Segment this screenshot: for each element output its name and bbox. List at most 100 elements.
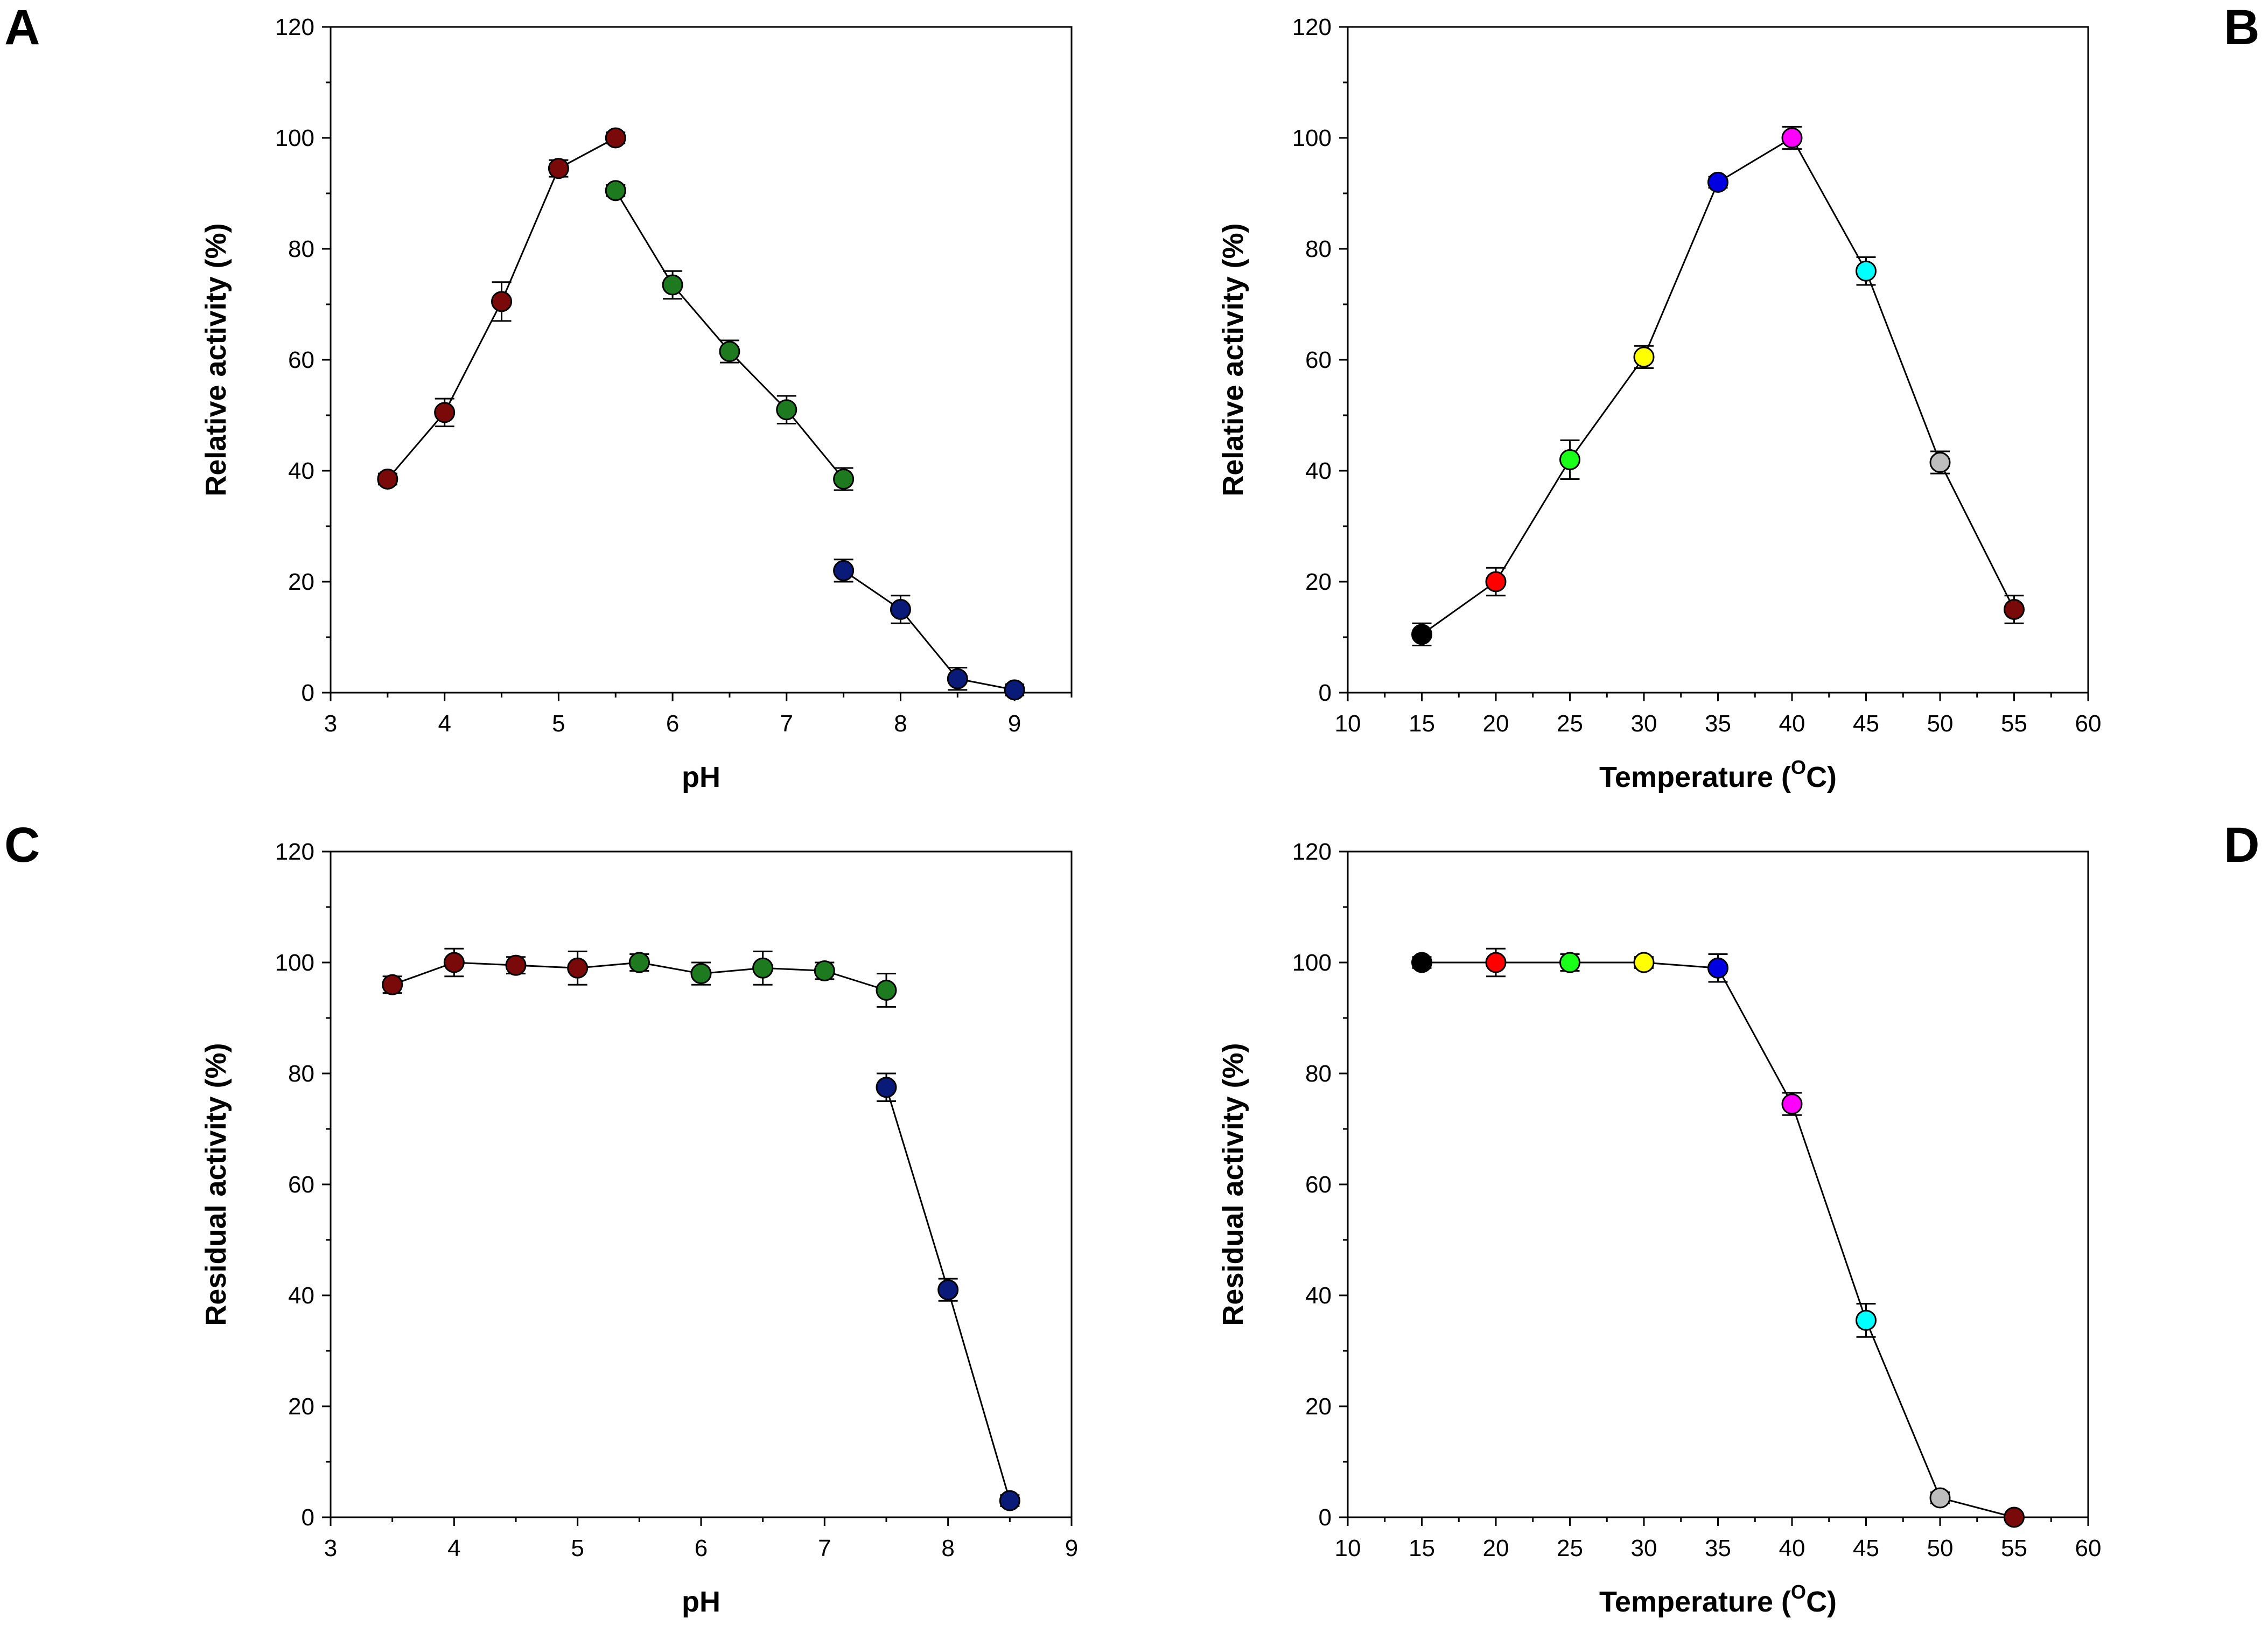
x-axis-title-part: Temperature ( [1599, 1586, 1791, 1618]
x-tick-label: 4 [438, 710, 451, 737]
x-tick-label: 10 [1335, 1535, 1361, 1561]
data-point [1633, 346, 1655, 368]
series-neutral-buffer [628, 950, 897, 1008]
x-axis-title: pH [682, 1586, 720, 1618]
series-line [843, 570, 1015, 691]
panel-label-b: B [2224, 0, 2259, 55]
y-tick-label: 100 [1292, 125, 1332, 151]
y-tick-label: 20 [288, 569, 314, 595]
x-tick-label: 8 [941, 1535, 954, 1561]
x-tick-label: 35 [1705, 1535, 1731, 1561]
x-tick-label: 50 [1927, 1535, 1954, 1561]
data-point [1781, 1093, 1803, 1115]
y-tick-label: 60 [288, 1171, 314, 1198]
data-point [434, 402, 456, 423]
y-tick-label: 60 [1305, 347, 1332, 373]
data-point [1856, 260, 1877, 282]
y-tick-label: 0 [1319, 680, 1332, 706]
x-tick-label: 3 [324, 710, 337, 737]
data-point [776, 399, 797, 421]
data-point [628, 952, 650, 973]
data-point [605, 127, 626, 149]
data-point [1781, 127, 1803, 149]
x-tick-label: 15 [1409, 710, 1435, 737]
data-point [719, 341, 740, 362]
x-tick-label: 30 [1631, 710, 1657, 737]
data-point [1929, 1487, 1951, 1509]
x-tick-label: 7 [818, 1535, 831, 1561]
chart-panel-d: 0 20 40 60 80 100 120 10 15 20 25 30 35 40 45 50 55 60 Tem… [1217, 839, 2101, 1618]
y-tick-label: 40 [1305, 1282, 1332, 1309]
chart-panel-b: 0 20 40 60 80 100 120 10 15 20 25 30 35 40 45 50 55 60 Tem… [1217, 14, 2101, 793]
y-tick-label: 20 [1305, 1393, 1332, 1420]
data-point [833, 468, 855, 490]
data-point [662, 274, 683, 296]
plot-frame [330, 850, 1073, 1518]
y-tick-label: 120 [275, 14, 314, 40]
x-tick-label: 60 [2075, 1535, 2102, 1561]
y-tick-label: 80 [288, 1061, 314, 1087]
data-point [1707, 957, 1728, 979]
data-point [1485, 571, 1507, 592]
y-tick-label: 40 [288, 1282, 314, 1309]
x-tick-label: 6 [666, 710, 679, 737]
y-tick-label: 0 [1319, 1504, 1332, 1531]
x-tick-label: 25 [1557, 710, 1583, 737]
plot-frame [1347, 26, 2089, 694]
x-tick-label: 60 [2075, 710, 2102, 737]
y-tick-label: 60 [288, 347, 314, 373]
x-tick-label: 10 [1335, 710, 1361, 737]
x-tick-label: 5 [552, 710, 565, 737]
x-tick-label: 55 [2001, 710, 2027, 737]
data-point [382, 974, 403, 995]
x-tick-label: 25 [1557, 1535, 1583, 1561]
y-tick-label: 80 [288, 236, 314, 262]
y-tick-label: 60 [1305, 1171, 1332, 1198]
series-line [1421, 136, 2015, 636]
y-tick-label: 20 [1305, 569, 1332, 595]
y-tick-label: 80 [1305, 1061, 1332, 1087]
data-point [567, 957, 589, 979]
data-point [999, 1490, 1020, 1511]
series-neutral-buffer [605, 180, 855, 491]
x-axis-title: Temperature (OC) [1599, 1581, 1837, 1618]
x-tick-label: 6 [695, 1535, 708, 1561]
y-tick-label: 120 [1292, 14, 1332, 40]
x-axis-title-part: Temperature ( [1599, 761, 1791, 793]
y-tick-label: 100 [1292, 950, 1332, 976]
data-point [491, 291, 513, 312]
x-tick-label: 7 [780, 710, 793, 737]
y-tick-label: 80 [1305, 236, 1332, 262]
x-tick-label: 45 [1853, 1535, 1879, 1561]
series-temperature [1411, 125, 2025, 646]
data-point [1559, 449, 1580, 470]
series-temperature [1411, 947, 2025, 1528]
x-axis-title-part: C) [1806, 1586, 1837, 1618]
x-tick-label: 15 [1409, 1535, 1435, 1561]
x-axis-title: Temperature (OC) [1599, 756, 1837, 793]
data-point [1411, 624, 1432, 645]
data-point [1004, 679, 1025, 701]
series-alkaline-buffer [833, 559, 1025, 701]
series-acidic-buffer [382, 947, 650, 995]
data-point [1485, 952, 1507, 973]
data-point [1707, 171, 1728, 193]
data-point [377, 468, 398, 490]
plot-frame [330, 26, 1073, 694]
x-tick-label: 40 [1779, 1535, 1805, 1561]
x-tick-label: 4 [447, 1535, 460, 1561]
data-point [1633, 952, 1655, 973]
x-tick-label: 20 [1483, 1535, 1509, 1561]
y-axis-title: Relative activity (%) [1217, 223, 1249, 496]
x-axis-title: pH [682, 761, 720, 793]
y-tick-label: 120 [275, 839, 314, 865]
chart-panel-c: 0 20 40 60 80 100 120 3 4 5 6 7 8 9 pH Residual activit… [200, 839, 1078, 1618]
y-tick-label: 0 [302, 680, 314, 706]
data-point [2004, 599, 2025, 620]
data-point [937, 1279, 959, 1301]
x-tick-label: 9 [1065, 1535, 1078, 1561]
data-point [2004, 1507, 2025, 1528]
x-tick-label: 40 [1779, 710, 1805, 737]
x-tick-label: 50 [1927, 710, 1954, 737]
